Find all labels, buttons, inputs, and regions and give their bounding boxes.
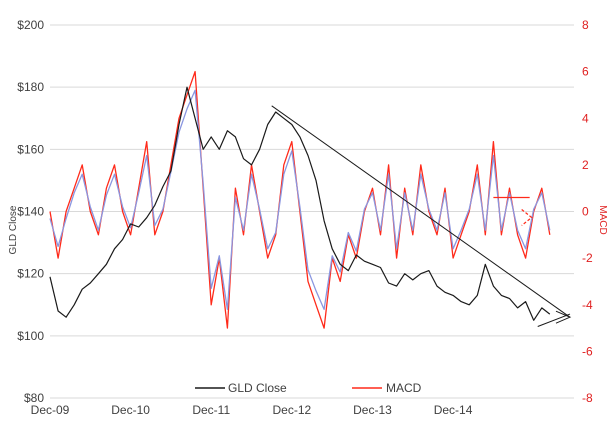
legend-label-gld: GLD Close [228,381,287,395]
macd-line [49,70,551,329]
gld-close-line [49,86,551,321]
x-axis: Dec-09 Dec-10 Dec-11 Dec-12 Dec-13 Dec-14 [31,403,473,417]
macd-layer [49,70,551,329]
right-axis: -8 -6 -4 -2 0 2 4 6 8 [582,18,593,405]
trend-layer [271,105,572,327]
y-left-tick-label: $140 [17,205,44,219]
y-right-tick-label: 2 [582,158,589,172]
x-tick-label: Dec-09 [31,403,70,417]
gridlines [50,24,574,399]
y-right-tick-label: -4 [582,298,593,312]
y-right-tick-label: 6 [582,65,589,79]
y-left-tick-label: $180 [17,80,44,94]
y-axis-title-right: MACD [597,205,608,234]
y-right-tick-label: -6 [582,344,593,358]
x-tick-label: Dec-10 [111,403,150,417]
x-tick-label: Dec-13 [353,403,392,417]
y-axis-title-left: GLD Close [8,205,19,254]
x-tick-label: Dec-12 [273,403,312,417]
y-left-tick-label: $100 [17,329,44,343]
legend-label-macd: MACD [386,381,422,395]
y-right-tick-label: 8 [582,18,589,32]
y-right-tick-label: -8 [582,391,593,405]
y-right-tick-label: 0 [582,205,589,219]
x-tick-label: Dec-14 [434,403,473,417]
trendline-support [537,313,571,327]
y-left-tick-label: $120 [17,267,44,281]
y-right-tick-label: 4 [582,111,589,125]
signal-line [49,89,551,311]
y-left-tick-label: $80 [24,391,44,405]
trendline-downtrend [271,105,571,318]
y-left-tick-label: $200 [17,18,44,32]
gld-layer [49,86,551,321]
legend: GLD Close MACD [195,381,422,395]
y-right-tick-label: -2 [582,251,593,265]
annotation-arrow [521,209,533,226]
x-tick-label: Dec-11 [192,403,230,417]
y-left-tick-label: $160 [17,142,44,156]
trend-arrow [555,310,572,324]
left-axis: $80 $100 $120 $140 $160 $180 $200 [17,18,44,405]
